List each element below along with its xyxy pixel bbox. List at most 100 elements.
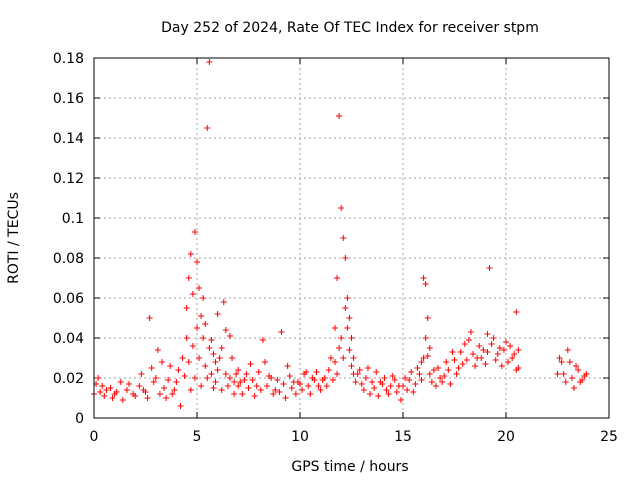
y-tick-label: 0.14	[53, 131, 84, 147]
data-point	[163, 395, 170, 401]
data-point	[566, 359, 573, 365]
data-point	[171, 387, 178, 393]
data-point	[132, 393, 139, 399]
data-point	[288, 385, 295, 391]
data-point	[476, 343, 483, 349]
data-point	[191, 229, 198, 235]
y-tick-label: 0.12	[53, 171, 84, 187]
data-point	[198, 383, 205, 389]
data-point	[194, 325, 200, 331]
data-point	[210, 385, 217, 391]
data-point	[123, 387, 130, 393]
data-point	[437, 375, 444, 381]
data-point	[498, 363, 505, 369]
data-point	[196, 355, 203, 361]
data-point	[412, 381, 419, 387]
data-point	[189, 343, 196, 349]
data-points	[91, 59, 590, 409]
data-point	[165, 377, 172, 383]
data-point	[119, 397, 126, 403]
data-point	[465, 337, 472, 343]
data-point	[241, 377, 248, 383]
data-point	[278, 329, 285, 335]
data-point	[402, 375, 409, 381]
data-point	[375, 393, 382, 399]
data-point	[385, 391, 392, 397]
y-tick-label: 0.16	[53, 91, 84, 107]
data-point	[294, 379, 301, 385]
data-point	[420, 355, 427, 361]
data-point	[397, 397, 404, 403]
data-point	[496, 345, 503, 351]
data-point	[239, 391, 246, 397]
data-point	[441, 373, 448, 379]
data-point	[367, 391, 374, 397]
data-point	[358, 381, 365, 387]
data-point	[488, 341, 495, 347]
data-point	[360, 387, 367, 393]
data-point	[424, 353, 431, 359]
data-point	[350, 355, 357, 361]
data-point	[352, 379, 359, 385]
data-point	[558, 359, 565, 365]
data-point	[179, 355, 186, 361]
data-point	[268, 375, 275, 381]
data-point	[231, 379, 238, 385]
data-point	[235, 383, 242, 389]
data-point	[570, 385, 577, 391]
x-tick-label: 5	[193, 429, 202, 445]
data-point	[579, 377, 586, 383]
x-tick-label: 20	[497, 429, 515, 445]
data-point	[282, 395, 289, 401]
data-point	[424, 315, 431, 321]
data-point	[276, 389, 283, 395]
data-point	[564, 347, 571, 353]
data-point	[507, 343, 514, 349]
data-point	[346, 347, 353, 353]
data-point	[264, 383, 271, 389]
data-point	[344, 295, 351, 301]
data-point	[480, 347, 487, 353]
data-point	[136, 383, 143, 389]
data-point	[183, 335, 190, 341]
data-point	[573, 363, 580, 369]
data-point	[443, 359, 450, 365]
data-point	[513, 309, 520, 315]
data-point	[222, 371, 229, 377]
data-point	[554, 371, 561, 377]
data-point	[404, 387, 411, 393]
data-point	[167, 363, 174, 369]
data-point	[463, 357, 470, 363]
data-point	[470, 351, 477, 357]
data-point	[185, 275, 192, 281]
y-tick-label: 0.18	[53, 51, 84, 67]
data-point	[362, 375, 369, 381]
data-point	[484, 331, 491, 337]
data-point	[97, 389, 104, 395]
data-point	[196, 285, 203, 291]
data-point	[364, 365, 371, 371]
data-point	[206, 345, 213, 351]
data-point	[342, 305, 349, 311]
data-point	[253, 383, 260, 389]
data-point	[148, 365, 155, 371]
data-point	[435, 365, 442, 371]
data-point	[457, 349, 464, 355]
data-point	[350, 371, 357, 377]
data-point	[233, 371, 240, 377]
x-tick-label: 0	[90, 429, 99, 445]
y-tick-label: 0.06	[53, 291, 84, 307]
data-point	[210, 351, 217, 357]
data-point	[200, 335, 207, 341]
data-point	[198, 313, 205, 319]
data-point	[144, 395, 151, 401]
data-point	[117, 379, 124, 385]
data-point	[420, 275, 427, 281]
data-point	[486, 265, 493, 271]
data-point	[391, 377, 398, 383]
x-tick-label: 15	[394, 429, 412, 445]
data-point	[208, 371, 215, 377]
data-point	[257, 387, 264, 393]
data-point	[261, 359, 268, 365]
data-point	[177, 403, 184, 409]
